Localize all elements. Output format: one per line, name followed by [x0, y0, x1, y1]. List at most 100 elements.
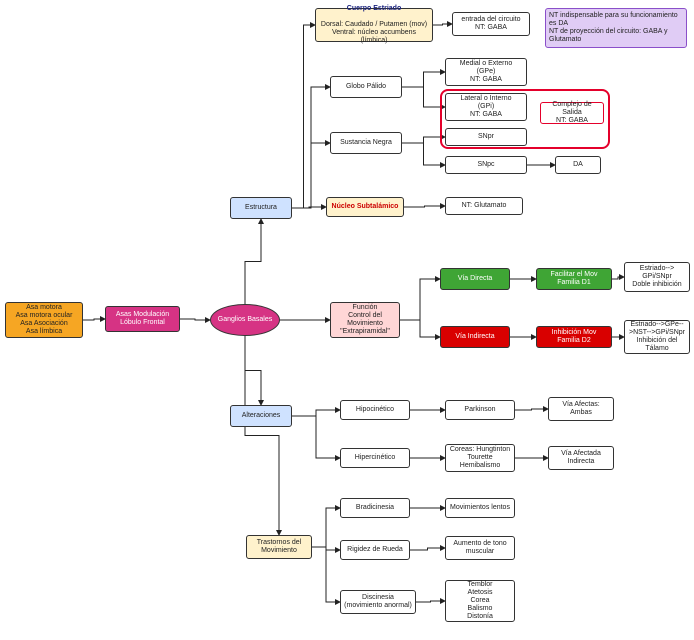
- edge-trastornos-rigidez: [312, 547, 340, 550]
- node-text-line: Aumento de tono: [453, 540, 506, 548]
- node-text-line: Vía Indirecta: [455, 333, 494, 341]
- node-text-line: Doble inhibición: [632, 281, 681, 289]
- edge-estructura-sustancia_negra: [292, 143, 330, 208]
- node-coreas: Coreas: HungtintonTouretteHemibalismo: [445, 444, 515, 472]
- node-text-line: Ambas: [570, 409, 592, 417]
- node-mov_lentos: Movimientos lentos: [445, 498, 515, 518]
- node-text-line: NT: GABA: [475, 24, 507, 32]
- node-text-line: Movimiento: [347, 320, 383, 328]
- edge-nucleo_sub-nt_glutamato: [404, 206, 445, 207]
- edge-sustancia_negra-snpr: [402, 137, 445, 143]
- node-text-line: Función: [353, 304, 378, 312]
- node-parkinson: Parkinson: [445, 400, 515, 420]
- node-text-line: Estriado-->GPe--: [630, 321, 683, 329]
- node-text-line: NT: Glutamato: [462, 202, 507, 210]
- edge-rigidez-tono: [410, 548, 445, 550]
- node-text-line: Facilitar el Mov: [550, 271, 597, 279]
- node-complejo_salida: Complejo de SalidaNT: GABA: [540, 102, 604, 124]
- node-text-line: >NST-->GPi/SNpr: [629, 329, 685, 337]
- node-estructura: Estructura: [230, 197, 292, 219]
- node-hipocinetico: Hipocinético: [340, 400, 410, 420]
- node-text-line: Estructura: [245, 204, 277, 212]
- node-text-line: Movimientos lentos: [450, 504, 510, 512]
- node-sustancia_negra: Sustancia Negra: [330, 132, 402, 154]
- node-text-line: muscular: [466, 548, 494, 556]
- node-text-line: entrada del circuito: [461, 16, 520, 24]
- node-asas_list: Asa motoraAsa motora ocularAsa Asociació…: [5, 302, 83, 338]
- node-ganglios: Ganglios Basales: [210, 304, 280, 336]
- node-via_directa: Vía Directa: [440, 268, 510, 290]
- node-text-line: NT de proyección del circuito: GABA y Gl…: [549, 28, 683, 44]
- node-alteraciones: Alteraciones: [230, 405, 292, 427]
- node-entrada: entrada del circuitoNT: GABA: [452, 12, 530, 36]
- node-tono: Aumento de tonomuscular: [445, 536, 515, 560]
- node-text-line: Balismo: [468, 605, 493, 613]
- node-estriado_gpe: Estriado-->GPe-->NST-->GPi/SNprInhibició…: [624, 320, 690, 354]
- node-text-line: Vía Afectas:: [562, 401, 599, 409]
- edge-asas_list-asas_mod: [83, 319, 105, 320]
- node-text-line: SNpc: [477, 161, 494, 169]
- node-note: NT indispensable para su funcionamiento …: [545, 8, 687, 48]
- edge-cuerpo_estriado-entrada: [433, 24, 452, 25]
- node-trastornos: Trastornos delMovimiento: [246, 535, 312, 559]
- node-text-line: Movimiento: [261, 547, 297, 555]
- node-text-line: Medial o Externo: [460, 60, 513, 68]
- node-text-line: (GPe): [477, 68, 496, 76]
- node-asas_mod: Asas ModulaciónLóbulo Frontal: [105, 306, 180, 332]
- node-text-line: Ganglios Basales: [218, 316, 272, 324]
- node-text-line: Inhibición del Tálamo: [628, 337, 686, 353]
- node-text-line: Hipercinético: [355, 454, 395, 462]
- edge-facilitar-estriado_gpi: [612, 277, 624, 279]
- node-via_indirecta_af: Vía AfectadaIndirecta: [548, 446, 614, 470]
- node-text-line: Asa motora: [26, 304, 62, 312]
- edge-alteraciones-hipocinetico: [292, 410, 340, 416]
- node-text-line: Inhibición Mov: [552, 329, 597, 337]
- node-funcion: FunciónControl delMovimiento"Extrapirami…: [330, 302, 400, 338]
- node-cuerpo_estriado: Cuerpo EstriadoDorsal: Caudado / Putamen…: [315, 8, 433, 42]
- node-text-line: Globo Pálido: [346, 83, 386, 91]
- edge-funcion-via_indirecta: [400, 320, 440, 337]
- node-via_indirecta: Vía Indirecta: [440, 326, 510, 348]
- node-text-line: Asas Modulación: [116, 311, 169, 319]
- node-text-line: Asa motora ocular: [16, 312, 73, 320]
- node-text-line: NT: GABA: [470, 76, 502, 84]
- node-text-line: Familia D1: [557, 279, 590, 287]
- node-temblor: TemblorAtetosisCoreaBalismoDistonía: [445, 580, 515, 622]
- node-text-line: Complejo de Salida: [544, 101, 600, 117]
- node-bradicinesia: Bradicinesia: [340, 498, 410, 518]
- node-via_afectas: Vía Afectas:Ambas: [548, 397, 614, 421]
- node-nt_glutamato: NT: Glutamato: [445, 197, 523, 215]
- node-text-line: NT: GABA: [556, 117, 588, 125]
- node-text-line: Indirecta: [568, 458, 595, 466]
- edge-globo_palido-gpe: [402, 72, 445, 87]
- edge-parkinson-via_afectas: [515, 409, 548, 410]
- node-text-line: Parkinson: [464, 406, 495, 414]
- node-text-line: Bradicinesia: [356, 504, 394, 512]
- edge-trastornos-bradicinesia: [312, 508, 340, 547]
- node-text-line: Discinesia: [362, 594, 394, 602]
- node-text-line: Corea: [470, 597, 489, 605]
- edge-ganglios-alteraciones: [245, 336, 261, 405]
- edge-estructura-cuerpo_estriado: [292, 25, 315, 208]
- node-text-line: Tourette: [467, 454, 492, 462]
- node-text-line: Lóbulo Frontal: [120, 319, 165, 327]
- node-text-line: Vía Afectada: [561, 450, 601, 458]
- node-text-line: Hipocinético: [356, 406, 394, 414]
- edge-discinesia-temblor: [416, 601, 445, 602]
- node-text-line: DA: [573, 161, 583, 169]
- edge-sustancia_negra-snpc: [402, 143, 445, 165]
- node-rigidez: Rigidez de Rueda: [340, 540, 410, 560]
- node-text-line: Asa límbica: [26, 328, 62, 336]
- node-text-line: Familia D2: [557, 337, 590, 345]
- node-text-line: Estriado--> GPi/SNpr: [628, 265, 686, 281]
- node-text-line: Coreas: Hungtinton: [450, 446, 510, 454]
- node-text-line: Temblor: [468, 581, 493, 589]
- node-inhibicion: Inhibición MovFamilia D2: [536, 326, 612, 348]
- node-text-line: Asa Asociación: [20, 320, 67, 328]
- node-text-line: Hemibalismo: [460, 462, 500, 470]
- edge-ganglios-trastornos: [245, 336, 279, 535]
- node-da: DA: [555, 156, 601, 174]
- node-globo_palido: Globo Pálido: [330, 76, 402, 98]
- node-text-line: NT indispensable para su funcionamiento …: [549, 12, 683, 28]
- node-discinesia: Discinesia(movimiento anormal): [340, 590, 416, 614]
